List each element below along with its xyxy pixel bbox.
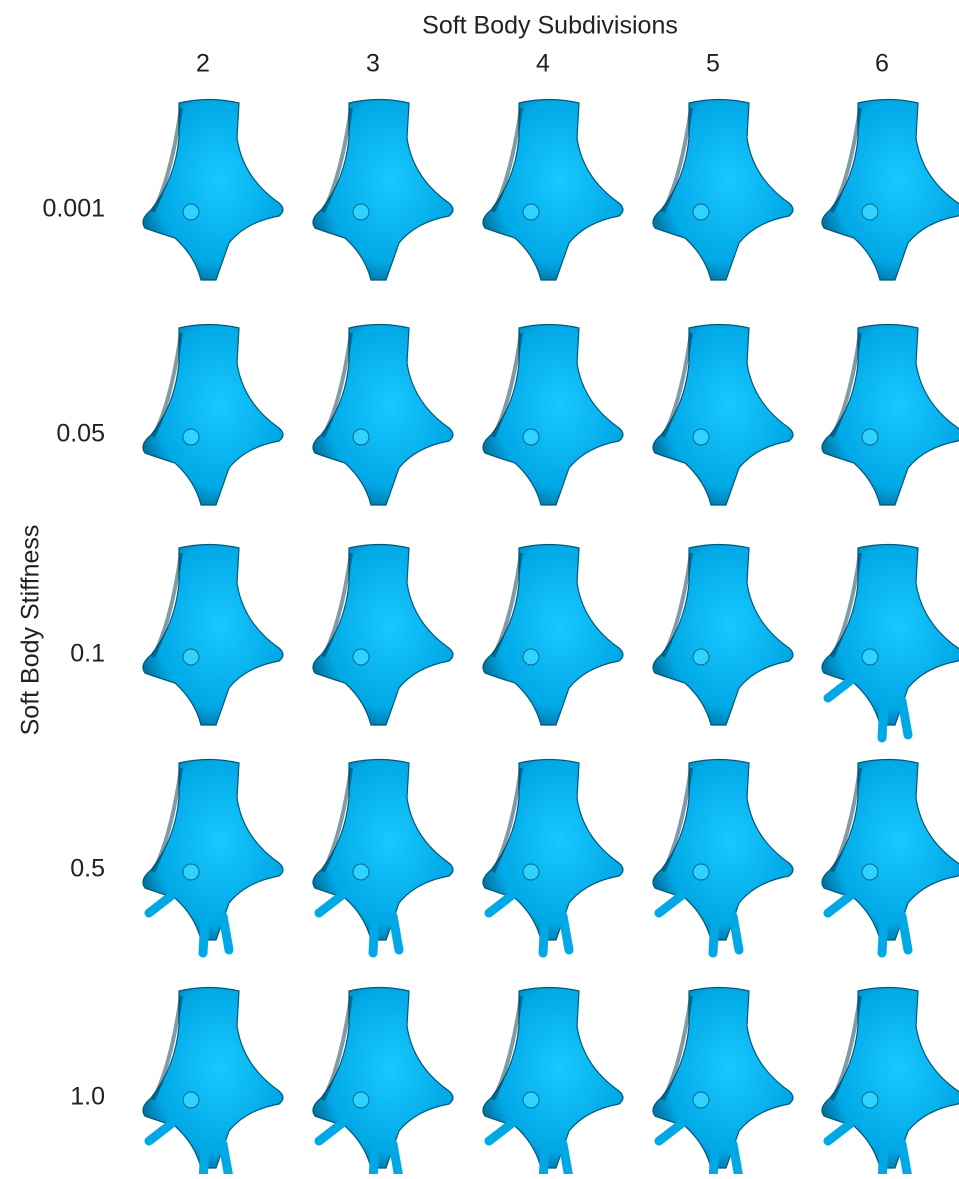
soft-body-bump — [693, 204, 709, 220]
soft-body-bump — [862, 1092, 878, 1108]
soft-body-bump — [353, 1092, 369, 1108]
column-label: 2 — [196, 50, 210, 78]
soft-body-bump — [183, 429, 199, 445]
render-grid — [143, 100, 959, 1175]
column-label: 6 — [875, 50, 889, 78]
render-cell — [313, 988, 453, 1175]
soft-body-bump — [523, 864, 539, 880]
soft-body-bump — [183, 864, 199, 880]
soft-body-bump — [693, 1092, 709, 1108]
column-label: 3 — [366, 50, 380, 78]
soft-body-bump — [183, 649, 199, 665]
soft-body-bump — [523, 1092, 539, 1108]
soft-body-bump — [693, 864, 709, 880]
soft-body-bump — [183, 1092, 199, 1108]
soft-body-bump — [353, 864, 369, 880]
render-cell — [143, 988, 283, 1175]
row-axis-title: Soft Body Stiffness — [17, 525, 45, 736]
row-label: 0.001 — [42, 195, 105, 223]
soft-body-bump — [523, 649, 539, 665]
soft-body-bump — [862, 649, 878, 665]
page: {"header": {"title": "Soft Body Subdivis… — [0, 0, 959, 1174]
soft-body-bump — [353, 649, 369, 665]
render-cell — [483, 988, 623, 1175]
render-cell — [483, 545, 623, 726]
render-cell — [483, 325, 623, 506]
render-cell — [822, 988, 959, 1175]
figure: Soft Body Subdivisions Soft Body Stiffne… — [0, 0, 959, 1174]
soft-body-bump — [862, 864, 878, 880]
soft-body-bump — [523, 429, 539, 445]
soft-body-bump — [862, 429, 878, 445]
render-cell — [653, 100, 793, 281]
render-cell — [143, 325, 283, 506]
render-cell — [653, 545, 793, 726]
render-cell — [483, 100, 623, 281]
soft-body-bump — [523, 204, 539, 220]
render-cell — [653, 325, 793, 506]
row-label: 1.0 — [70, 1083, 105, 1111]
render-cell — [313, 325, 453, 506]
render-cell — [483, 760, 623, 954]
render-cell — [143, 545, 283, 726]
render-cell — [822, 545, 959, 739]
render-cell — [313, 760, 453, 954]
soft-body-bump — [693, 649, 709, 665]
render-cell — [653, 988, 793, 1175]
soft-body-bump — [353, 204, 369, 220]
soft-body-bump — [183, 204, 199, 220]
render-cell — [822, 325, 959, 506]
row-label: 0.5 — [70, 855, 105, 883]
column-label: 4 — [536, 50, 550, 78]
row-label: 0.1 — [70, 640, 105, 668]
render-cell — [822, 100, 959, 281]
soft-body-bump — [862, 204, 878, 220]
render-cell — [822, 760, 959, 954]
soft-body-bump — [693, 429, 709, 445]
render-cell — [653, 760, 793, 954]
row-label: 0.05 — [56, 420, 105, 448]
soft-body-bump — [353, 429, 369, 445]
render-cell — [313, 100, 453, 281]
render-cell — [143, 760, 283, 954]
column-label: 5 — [706, 50, 720, 78]
column-axis-title: Soft Body Subdivisions — [422, 12, 678, 40]
render-cell — [313, 545, 453, 726]
render-cell — [143, 100, 283, 281]
